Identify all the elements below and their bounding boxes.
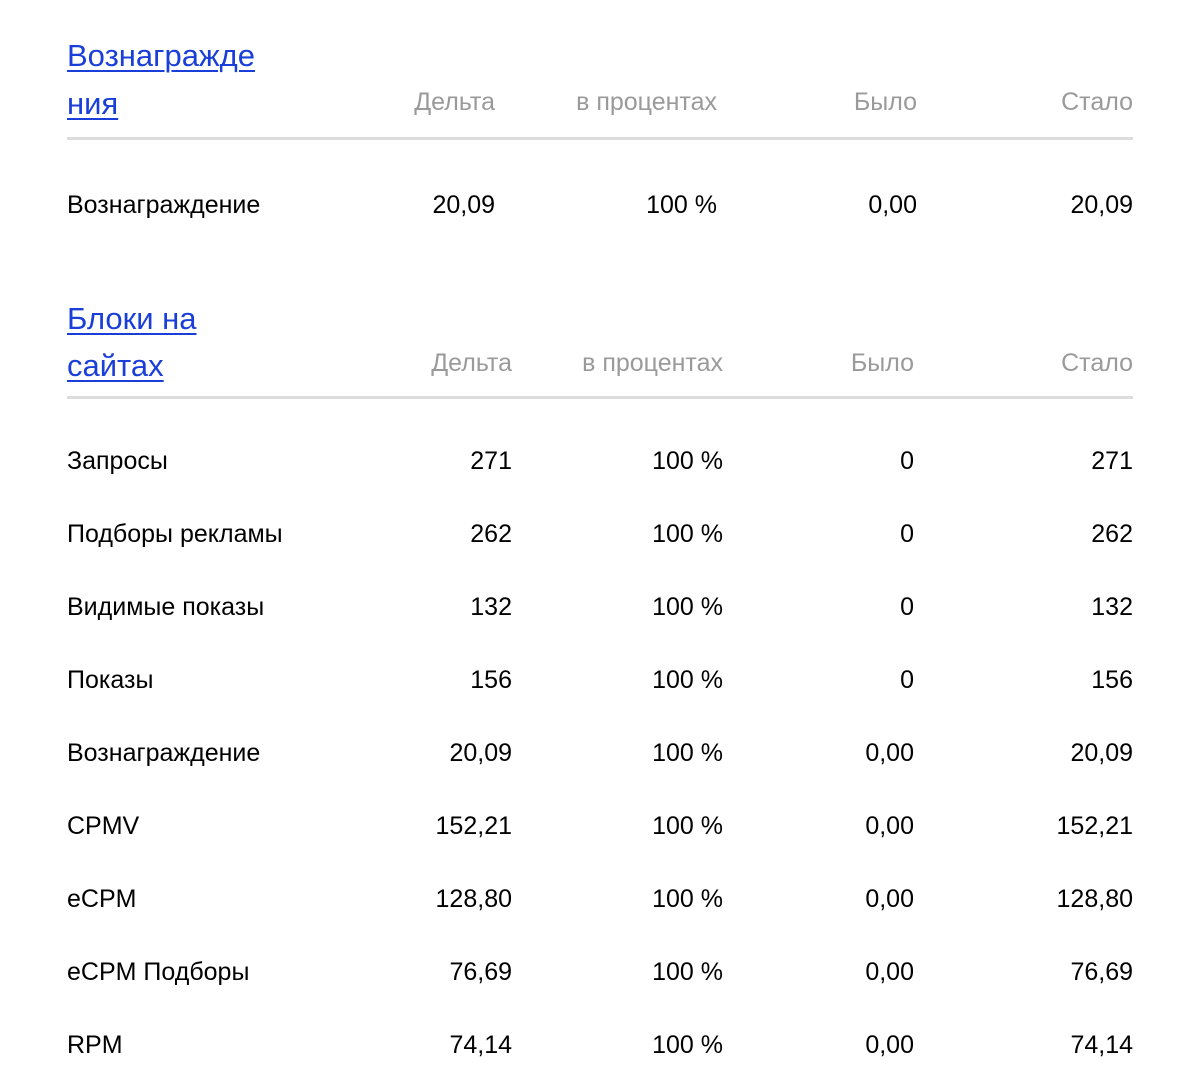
column-header-became: Стало <box>1061 88 1133 116</box>
row-label: Запросы <box>67 447 168 475</box>
table-row: Запросы 271 100 % 0 271 <box>67 441 1133 481</box>
percent-value: 100 % <box>652 520 723 548</box>
was-value: 0,00 <box>865 739 914 767</box>
row-label: Показы <box>67 666 154 694</box>
row-label: Вознаграждение <box>67 191 261 219</box>
table-row: eCPM Подборы 76,69 100 % 0,00 76,69 <box>67 952 1133 992</box>
delta-value: 20,09 <box>432 191 495 219</box>
became-value: 76,69 <box>1070 958 1133 986</box>
site-blocks-section: Блоки на сайтах Дельта в процентах Было … <box>67 0 1133 1080</box>
was-value: 0,00 <box>865 812 914 840</box>
row-label: eCPM <box>67 885 137 913</box>
table-row: Показы 156 100 % 0 156 <box>67 660 1133 700</box>
column-header-was: Было <box>853 88 917 116</box>
table-row: Вознаграждение 20,09 100 % 0,00 20,09 <box>67 733 1133 773</box>
percent-value: 100 % <box>652 812 723 840</box>
percent-value: 100 % <box>652 447 723 475</box>
delta-value: 156 <box>470 666 512 694</box>
delta-value: 20,09 <box>449 739 512 767</box>
row-label: Видимые показы <box>67 593 265 621</box>
was-value: 0 <box>900 520 914 548</box>
delta-value: 271 <box>470 447 512 475</box>
header-divider <box>67 396 1133 399</box>
became-value: 20,09 <box>1070 739 1133 767</box>
table-row: RPM 74,14 100 % 0,00 74,14 <box>67 1025 1133 1065</box>
column-header-delta: Дельта <box>431 349 512 377</box>
became-value: 74,14 <box>1070 1031 1133 1059</box>
percent-value: 100 % <box>652 885 723 913</box>
was-value: 0 <box>900 447 914 475</box>
delta-value: 262 <box>470 520 512 548</box>
column-header-percent: в процентах <box>576 88 717 116</box>
percent-value: 100 % <box>652 593 723 621</box>
was-value: 0 <box>900 593 914 621</box>
percent-value: 100 % <box>652 666 723 694</box>
became-value: 20,09 <box>1070 191 1133 219</box>
rewards-section: Вознагражде ния Дельта в процентах Было … <box>67 0 1133 260</box>
was-value: 0,00 <box>868 191 917 219</box>
table-row: CPMV 152,21 100 % 0,00 152,21 <box>67 806 1133 846</box>
was-value: 0 <box>900 666 914 694</box>
column-header-became: Стало <box>1061 349 1133 377</box>
row-label: Вознаграждение <box>67 739 261 767</box>
delta-value: 152,21 <box>435 812 512 840</box>
column-header-was: Было <box>850 349 914 377</box>
table-row: eCPM 128,80 100 % 0,00 128,80 <box>67 879 1133 919</box>
was-value: 0,00 <box>865 1031 914 1059</box>
row-label: Подборы рекламы <box>67 520 283 548</box>
site-blocks-title-link[interactable]: Блоки на <box>67 301 197 336</box>
percent-value: 100 % <box>652 958 723 986</box>
delta-value: 128,80 <box>435 885 512 913</box>
became-value: 262 <box>1091 520 1133 548</box>
column-header-delta: Дельта <box>414 88 495 116</box>
column-header-percent: в процентах <box>582 349 723 377</box>
table-row: Видимые показы 132 100 % 0 132 <box>67 587 1133 627</box>
row-label: CPMV <box>67 812 140 840</box>
became-value: 152,21 <box>1056 812 1133 840</box>
delta-value: 74,14 <box>449 1031 512 1059</box>
header-divider <box>67 137 1133 140</box>
rewards-title-link-line2[interactable]: ния <box>67 86 119 121</box>
delta-value: 76,69 <box>449 958 512 986</box>
site-blocks-title-link-line2[interactable]: сайтах <box>67 348 164 383</box>
row-label: RPM <box>67 1031 123 1059</box>
percent-value: 100 % <box>646 191 717 219</box>
table-row: Подборы рекламы 262 100 % 0 262 <box>67 514 1133 554</box>
percent-value: 100 % <box>652 739 723 767</box>
became-value: 156 <box>1091 666 1133 694</box>
percent-value: 100 % <box>652 1031 723 1059</box>
became-value: 128,80 <box>1056 885 1133 913</box>
became-value: 271 <box>1091 447 1133 475</box>
was-value: 0,00 <box>865 958 914 986</box>
rewards-title-link[interactable]: Вознагражде <box>67 38 255 73</box>
became-value: 132 <box>1091 593 1133 621</box>
table-row: Вознаграждение 20,09 100 % 0,00 20,09 <box>67 185 1133 225</box>
row-label: eCPM Подборы <box>67 958 250 986</box>
delta-value: 132 <box>470 593 512 621</box>
was-value: 0,00 <box>865 885 914 913</box>
